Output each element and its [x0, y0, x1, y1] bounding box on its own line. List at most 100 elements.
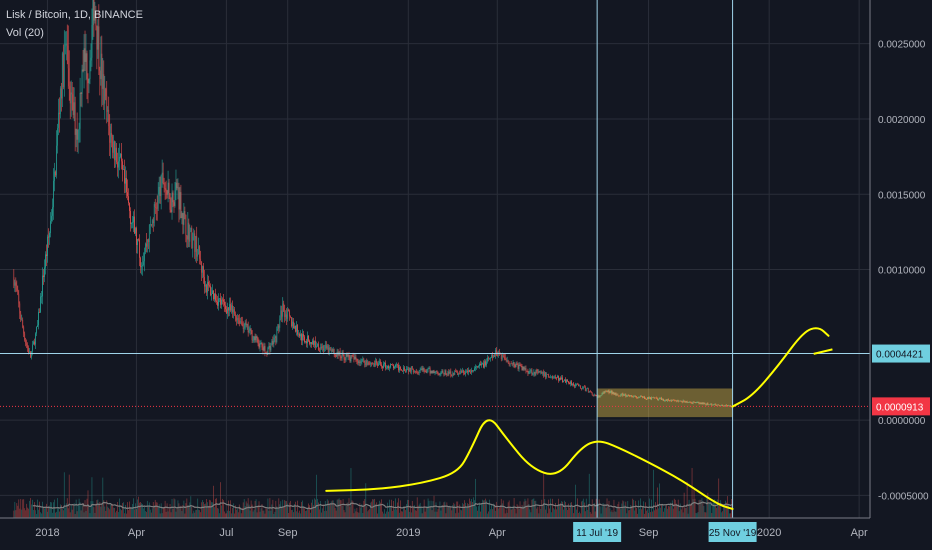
candle: [372, 363, 374, 365]
volume-bar: [167, 511, 169, 518]
candle: [173, 202, 175, 206]
volume-bar: [90, 501, 92, 518]
volume-bar: [433, 495, 435, 518]
volume-bar: [594, 511, 596, 518]
candle: [177, 187, 179, 189]
volume-bar: [274, 511, 276, 518]
volume-bar: [272, 499, 274, 518]
candle: [628, 394, 630, 396]
candle: [529, 370, 531, 372]
volume-bar: [600, 513, 602, 518]
volume-bar: [567, 510, 568, 518]
volume-bar: [248, 504, 250, 518]
candle: [492, 355, 494, 358]
volume-bar: [573, 513, 574, 518]
volume-bar: [93, 507, 95, 518]
candle: [194, 233, 196, 252]
volume-bar: [76, 511, 78, 518]
candle: [508, 362, 510, 365]
candle: [647, 397, 648, 400]
candle: [460, 371, 462, 374]
candle: [224, 301, 225, 306]
candle: [183, 211, 185, 225]
candle: [552, 376, 553, 378]
candle: [249, 328, 251, 331]
candle: [178, 187, 180, 210]
volume-bar: [503, 508, 505, 518]
candle: [30, 351, 31, 358]
candle: [405, 368, 407, 372]
volume-bar: [590, 513, 592, 518]
candle: [660, 398, 661, 399]
candle: [55, 171, 56, 176]
volume-bar: [204, 504, 205, 518]
chart-title: Lisk / Bitcoin, 1D, BINANCE: [6, 9, 143, 21]
volume-bar: [409, 505, 411, 518]
volume-bar: [477, 510, 478, 518]
candle: [85, 53, 87, 62]
volume-bar: [721, 512, 723, 518]
volume-bar: [645, 502, 646, 518]
candle: [383, 364, 384, 369]
candle: [42, 275, 43, 297]
candle: [438, 373, 440, 375]
volume-bar: [65, 503, 67, 518]
candle: [98, 26, 100, 71]
candle: [99, 70, 101, 79]
candle: [142, 264, 143, 267]
volume-bar: [569, 507, 570, 518]
candle: [448, 371, 450, 374]
candle: [14, 282, 16, 286]
volume-bar: [674, 499, 676, 518]
candle: [693, 401, 695, 403]
volume-bar: [407, 500, 409, 518]
candle: [56, 128, 58, 146]
candle: [241, 322, 243, 324]
volume-bar: [682, 512, 684, 518]
candle: [665, 399, 667, 401]
volume-bar: [693, 489, 695, 518]
volume-bar: [206, 499, 207, 518]
volume-bar: [390, 507, 391, 518]
volume-bar: [725, 500, 727, 518]
candle: [644, 396, 645, 399]
volume-bar: [185, 503, 187, 518]
volume-bar: [529, 509, 531, 518]
volume-bar: [305, 511, 306, 518]
volume-bar: [580, 501, 582, 518]
volume-bar: [723, 506, 725, 518]
volume-bar: [655, 502, 656, 518]
volume-bar: [48, 506, 49, 518]
volume-bar: [193, 510, 195, 518]
candle: [662, 399, 663, 400]
candle: [638, 397, 640, 399]
volume-bar: [362, 512, 364, 518]
volume-bar: [578, 513, 579, 518]
candle: [366, 360, 368, 366]
candle: [253, 336, 255, 341]
volume-bar: [122, 503, 123, 518]
candle: [570, 381, 571, 385]
candle: [336, 352, 338, 357]
volume-bar: [659, 483, 660, 518]
candle: [654, 397, 655, 399]
candle: [347, 354, 349, 357]
drawings[interactable]: [0, 0, 870, 518]
candle: [446, 374, 448, 376]
candle: [447, 371, 449, 376]
candle: [432, 370, 434, 374]
candle: [434, 372, 436, 374]
candle: [484, 361, 485, 368]
volume-bar: [256, 512, 258, 518]
candle: [560, 377, 561, 380]
candle: [391, 364, 392, 365]
candle: [204, 277, 205, 287]
volume-bar: [308, 503, 309, 518]
candle: [320, 347, 322, 349]
volume-bar: [152, 501, 154, 518]
candle: [254, 336, 256, 341]
volume-bar: [60, 505, 62, 518]
candle: [426, 369, 428, 373]
